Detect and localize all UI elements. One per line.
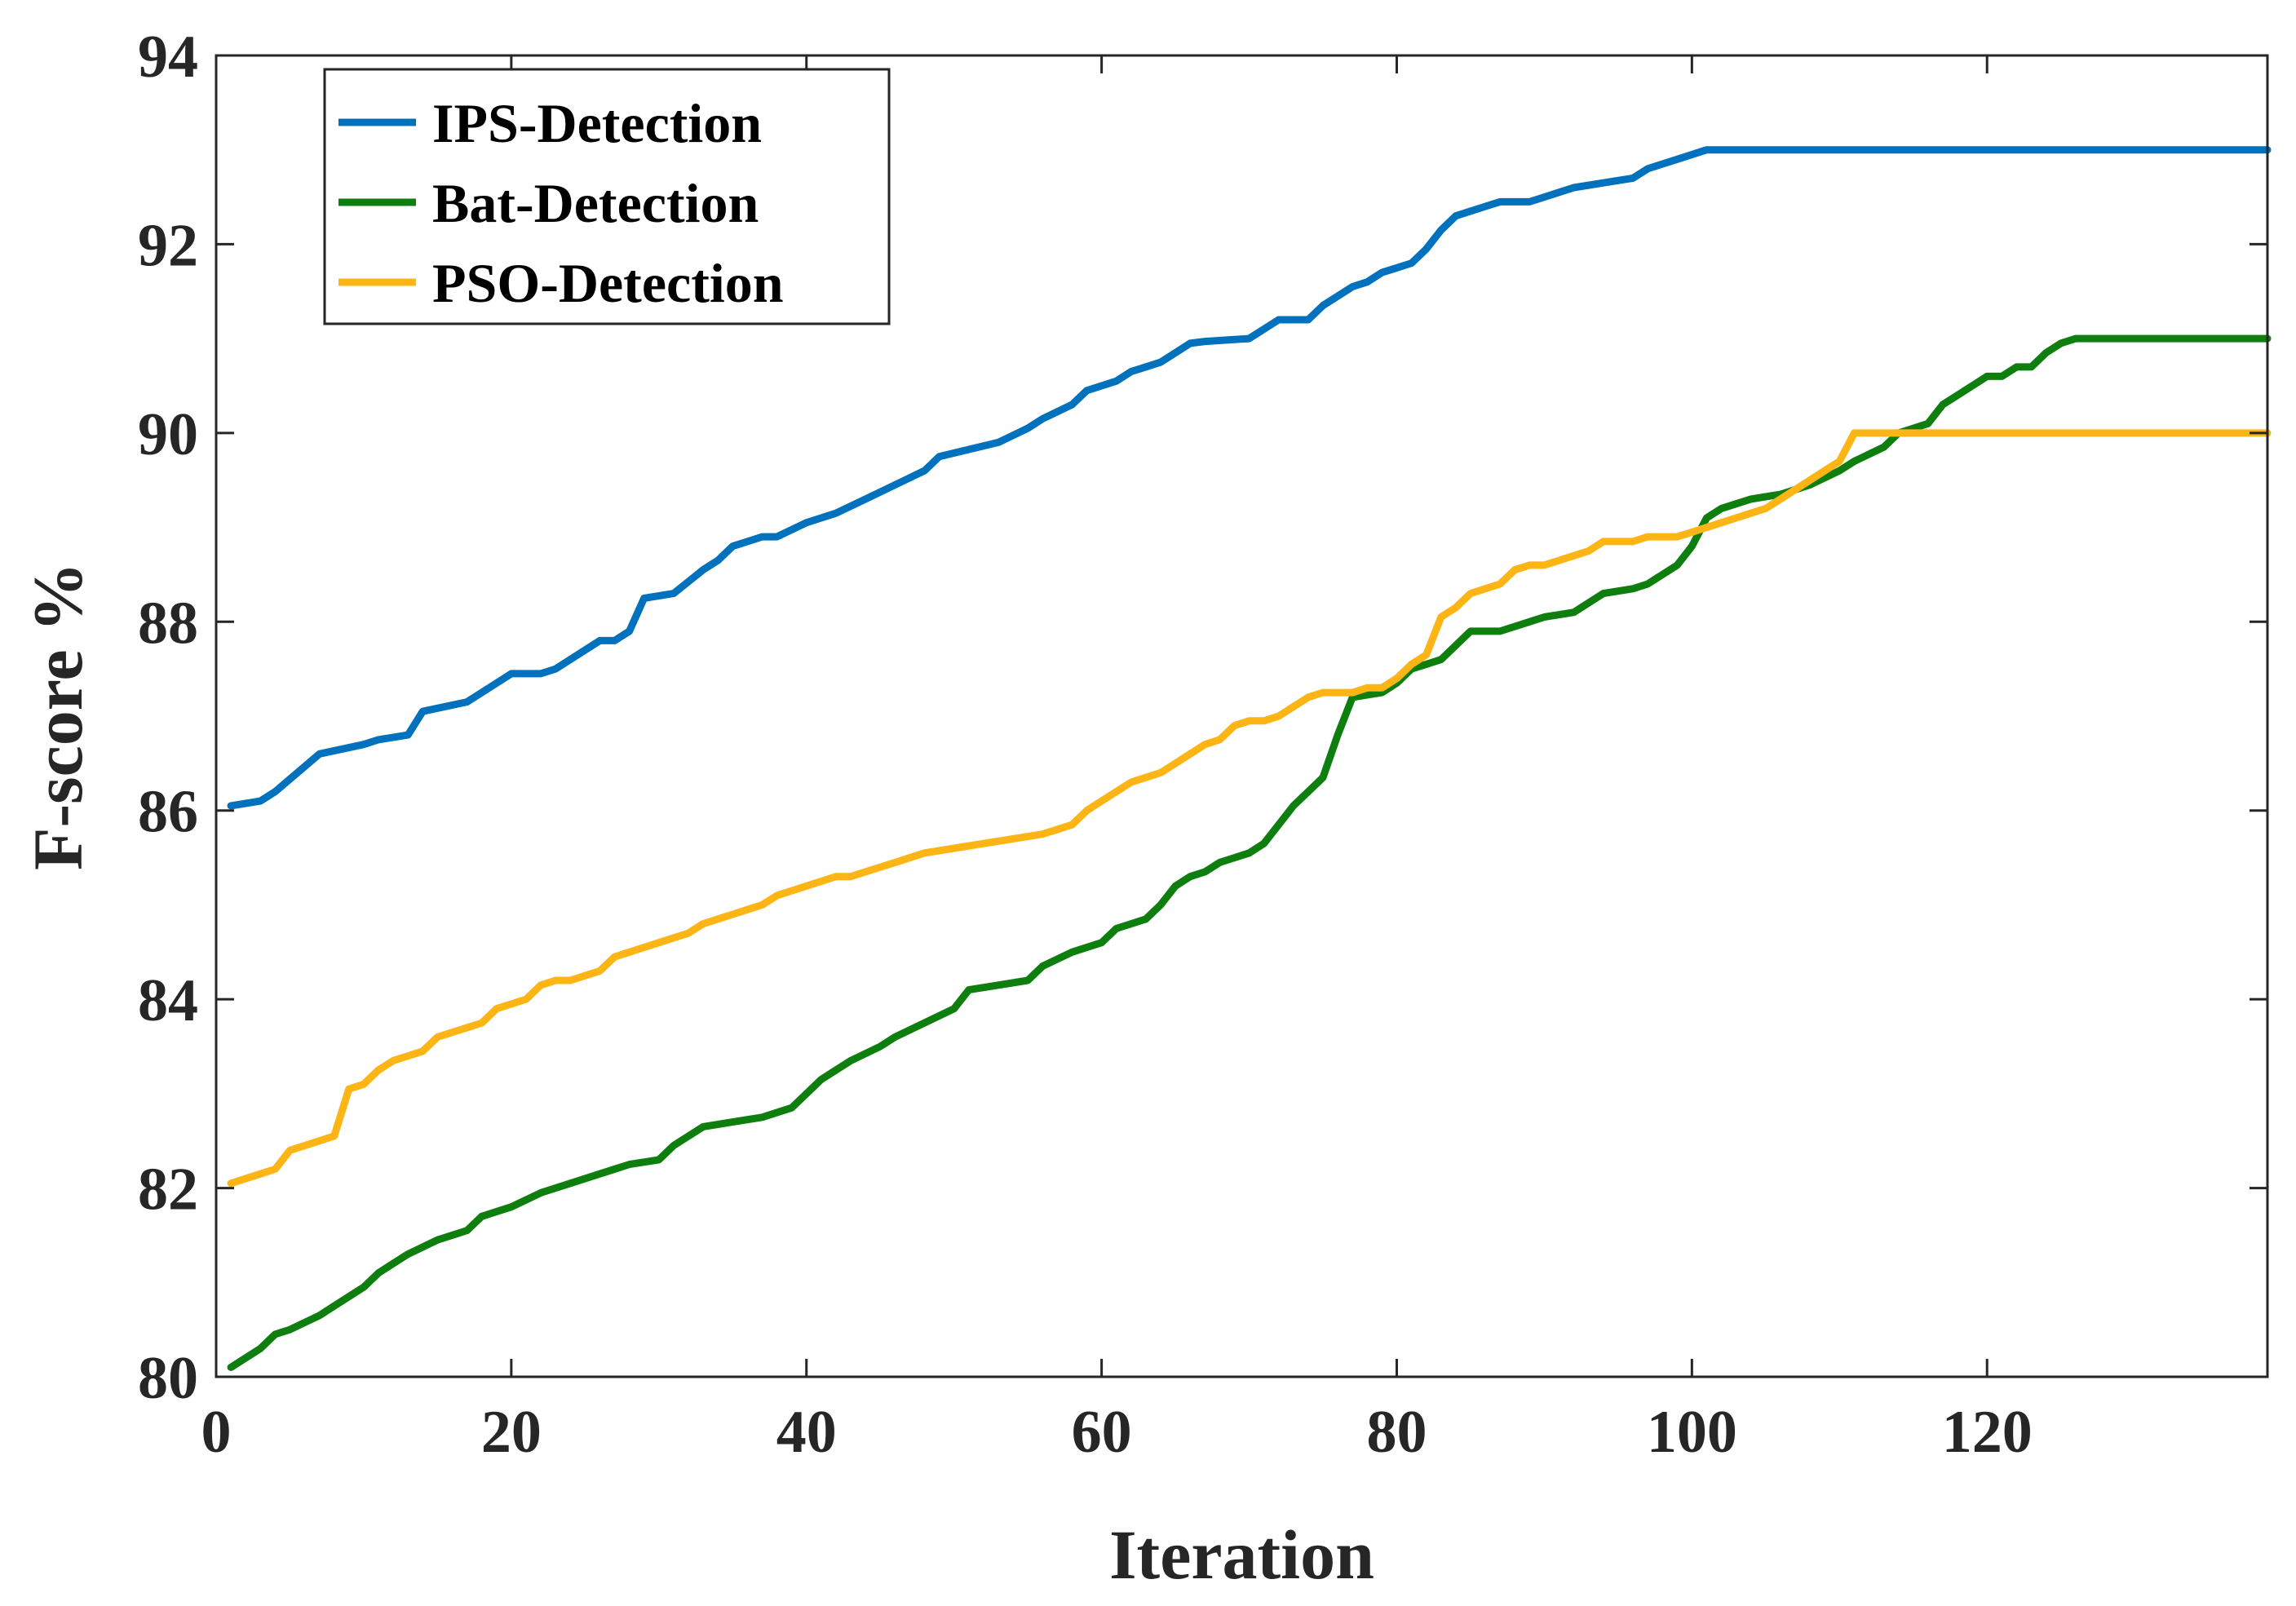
y-tick-label: 80 (138, 1345, 198, 1412)
legend-box (323, 68, 891, 325)
series-line-ips-detection (227, 146, 2272, 810)
y-axis-title: F-score % (19, 562, 97, 870)
y-tick-label: 88 (138, 590, 198, 657)
y-tick-label: 92 (138, 212, 198, 279)
x-tick-label: 100 (1647, 1399, 1737, 1466)
x-tick-label: 0 (201, 1399, 232, 1466)
series-lines (227, 146, 2272, 1371)
x-tick-label: 80 (1366, 1399, 1427, 1466)
y-tick-label: 90 (138, 401, 198, 468)
y-tick-label: 82 (138, 1157, 198, 1223)
x-tick-label: 120 (1942, 1399, 2033, 1466)
series-line-pso-detection (227, 429, 2272, 1188)
plot-frame (215, 54, 2269, 1378)
legend-label: IPS-Detection (432, 92, 762, 154)
legend-label: Bat-Detection (432, 172, 759, 234)
series-line-bat-detection (227, 334, 2272, 1371)
axis-ticks: 0 20 40 60 80 100 120 80 82 84 86 88 90 92 94 (138, 24, 2267, 1466)
x-axis-title: Iteration (1109, 1515, 1374, 1594)
legend: IPS-Detection Bat-Detection PSO-Detection (323, 68, 891, 325)
y-tick-label: 84 (138, 967, 198, 1034)
y-tick-label: 86 (138, 779, 198, 846)
x-tick-label: 20 (481, 1399, 542, 1466)
legend-label: PSO-Detection (432, 252, 784, 314)
y-tick-label: 94 (138, 24, 198, 91)
x-tick-label: 60 (1072, 1399, 1132, 1466)
x-tick-label: 40 (776, 1399, 837, 1466)
